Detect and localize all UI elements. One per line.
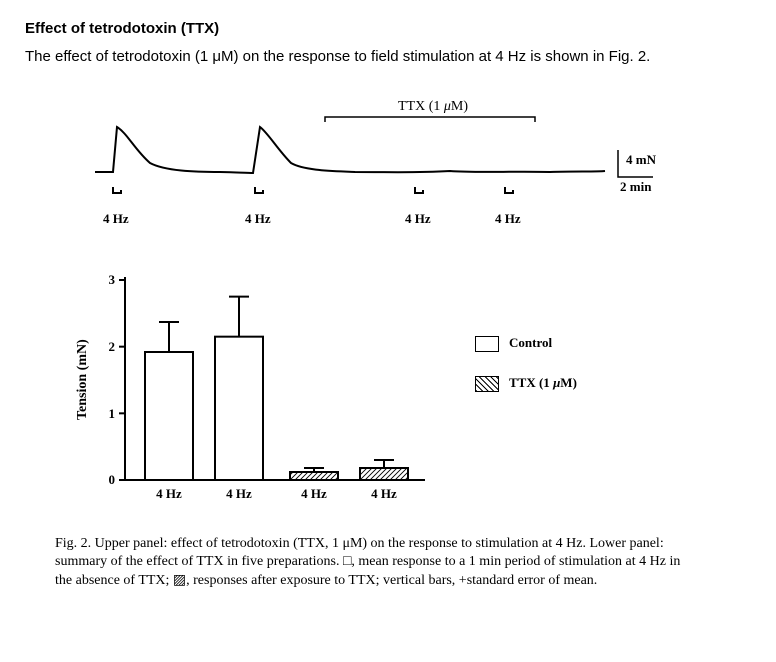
stim-frequency-label: 4 Hz — [103, 211, 129, 227]
stim-frequency-label: 4 Hz — [245, 211, 271, 227]
bar-category-label: 4 Hz — [214, 486, 264, 502]
upper-panel-trace: TTX (1 μM) 4 Hz 4 Hz 4 Hz 4 Hz 4 mN 2 min — [55, 95, 695, 245]
legend-text: TTX (1 μM) — [509, 375, 577, 390]
bar-category-label: 4 Hz — [289, 486, 339, 502]
legend-item: TTX (1 μM) — [475, 375, 577, 392]
stim-frequency-label: 4 Hz — [405, 211, 431, 227]
scale-vertical-label: 4 mN — [626, 152, 656, 168]
figure-caption: Fig. 2. Upper panel: effect of tetrodoto… — [55, 535, 695, 590]
section-heading: Effect of tetrodotoxin (TTX) — [25, 20, 751, 37]
bar-category-label: 4 Hz — [144, 486, 194, 502]
legend-item: Control — [475, 335, 552, 352]
y-tick-label: 3 — [95, 272, 115, 288]
legend-swatch — [475, 376, 499, 392]
lower-panel-barchart: Tension (mN) 0123 4 Hz4 Hz4 Hz4 Hz Contr… — [55, 265, 695, 525]
stim-frequency-label: 4 Hz — [495, 211, 521, 227]
y-tick-label: 2 — [95, 339, 115, 355]
bar-category-label: 4 Hz — [359, 486, 409, 502]
legend-swatch — [475, 336, 499, 352]
y-tick-label: 1 — [95, 406, 115, 422]
figure-2: TTX (1 μM) 4 Hz 4 Hz 4 Hz 4 Hz 4 mN 2 min T… — [55, 95, 695, 525]
scale-horizontal-label: 2 min — [620, 179, 651, 195]
legend-text: Control — [509, 335, 552, 350]
y-tick-label: 0 — [95, 472, 115, 488]
ttx-bar-label: TTX (1 μM) — [398, 99, 468, 115]
section-paragraph: The effect of tetrodotoxin (1 μM) on the… — [25, 47, 751, 67]
